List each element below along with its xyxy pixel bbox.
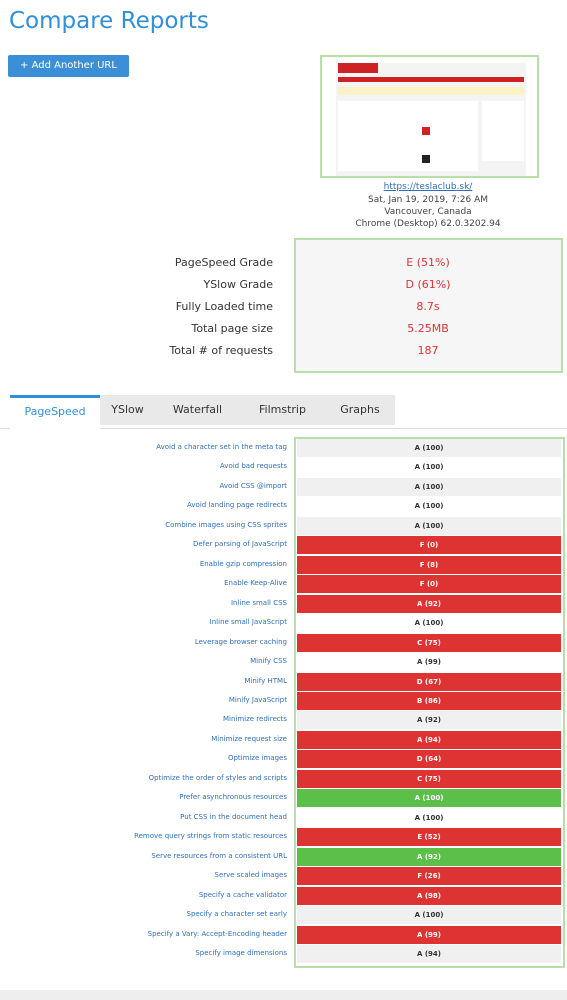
row-grade: F (26): [297, 867, 561, 886]
row-grade: D (64): [297, 750, 561, 769]
summary-value: E (51%): [406, 256, 450, 269]
row-label: Avoid a character set in the meta tag: [156, 443, 287, 451]
row-grade: F (0): [297, 536, 561, 555]
row-grade: A (100): [297, 789, 561, 808]
report-url[interactable]: https://teslaclub.sk/: [383, 182, 473, 192]
row-label: Combine images using CSS sprites: [165, 520, 287, 529]
report-browser: Chrome (Desktop) 62.0.3202.94: [355, 219, 501, 229]
button-label[interactable]: Add Another URL: [31, 60, 117, 71]
row-grade: A (100): [297, 516, 561, 535]
row-label: Minify CSS: [250, 657, 287, 666]
summary-value: 8.7s: [416, 300, 440, 313]
tab[interactable]: PageSpeed: [10, 395, 100, 429]
row-label: Enable Keep-Alive: [224, 579, 287, 588]
row-grade: A (99): [297, 653, 561, 672]
row-grade: A (92): [297, 594, 561, 613]
page-title: Compare Reports: [9, 8, 209, 34]
row-label: Optimize the order of styles and scripts: [148, 773, 287, 782]
row-grade: A (100): [297, 497, 561, 516]
row-label: Inline small CSS: [230, 598, 287, 607]
row-label: Put CSS in the document head: [180, 812, 287, 821]
row-label: Enable gzip compression: [199, 559, 287, 568]
row-label: Leverage browser caching: [194, 637, 287, 646]
summary-label: YSlow Grade: [203, 278, 273, 291]
row-grade: A (92): [297, 711, 561, 730]
row-grade: A (100): [297, 808, 561, 827]
row-grade: A (92): [297, 847, 561, 866]
summary-box: [294, 238, 563, 373]
row-grade: A (94): [297, 730, 561, 749]
row-label: Specify a Vary: Accept-Encoding header: [147, 929, 287, 938]
row-label: Avoid landing page redirects: [187, 501, 287, 510]
grade-table: [294, 437, 565, 968]
row-grade: A (100): [297, 614, 561, 633]
thumbnail-image: [336, 63, 526, 176]
summary-label: PageSpeed Grade: [174, 256, 273, 269]
summary-label: Fully Loaded time: [175, 300, 273, 313]
row-grade: F (8): [297, 555, 561, 574]
row-grade: A (99): [297, 925, 561, 944]
row-label: Specify a cache validator: [198, 890, 287, 899]
summary-value: 187: [417, 344, 439, 357]
tab[interactable]: YSlow: [100, 395, 155, 425]
row-label: Remove query strings from static resourc…: [134, 832, 287, 841]
row-grade: E (52): [297, 828, 561, 847]
summary-value: 5.25MB: [407, 322, 449, 335]
row-grade: A (100): [297, 906, 561, 925]
row-label: Defer parsing of JavaScript: [193, 540, 287, 549]
row-label: Serve resources from a consistent URL: [151, 851, 287, 860]
tab[interactable]: Filmstrip: [240, 395, 325, 425]
row-label: Minify HTML: [244, 676, 287, 685]
summary-value: D (61%): [405, 278, 451, 291]
add-url-button[interactable]: + Add Another URL: [8, 55, 129, 77]
row-label: Minimize redirects: [222, 715, 287, 724]
tab-bar: [0, 395, 567, 429]
row-label: Inline small JavaScript: [209, 618, 287, 627]
row-label: Minify JavaScript: [228, 695, 287, 704]
summary-label: Total page size: [191, 322, 274, 335]
row-label: Avoid bad requests: [219, 462, 287, 471]
footer: [0, 990, 567, 1000]
row-grade: C (75): [297, 769, 561, 788]
screenshot-thumbnail[interactable]: [320, 55, 539, 178]
row-label: Serve scaled images: [214, 871, 287, 880]
row-grade: A (98): [297, 886, 561, 905]
row-label: Minimize request size: [211, 734, 287, 743]
row-grade: A (94): [297, 944, 561, 963]
row-grade: A (100): [297, 477, 561, 496]
row-grade: C (75): [297, 633, 561, 652]
row-grade: D (67): [297, 672, 561, 691]
report-location: Vancouver, Canada: [384, 207, 472, 217]
row-label: Specify image dimensions: [195, 948, 287, 957]
row-grade: A (100): [297, 458, 561, 477]
tab[interactable]: Waterfall: [155, 395, 240, 425]
row-label: Avoid CSS @import: [219, 481, 287, 490]
row-grade: B (86): [297, 691, 561, 710]
report-date: Sat, Jan 19, 2019, 7:26 AM: [367, 195, 488, 205]
summary-label: Total # of requests: [169, 344, 273, 357]
row-grade: F (0): [297, 575, 561, 594]
row-label: Specify a character set early: [186, 910, 287, 919]
row-grade: A (100): [297, 439, 561, 457]
tab[interactable]: Graphs: [325, 395, 395, 425]
row-label: Optimize images: [227, 754, 287, 763]
row-label: Prefer asynchronous resources: [179, 793, 287, 802]
